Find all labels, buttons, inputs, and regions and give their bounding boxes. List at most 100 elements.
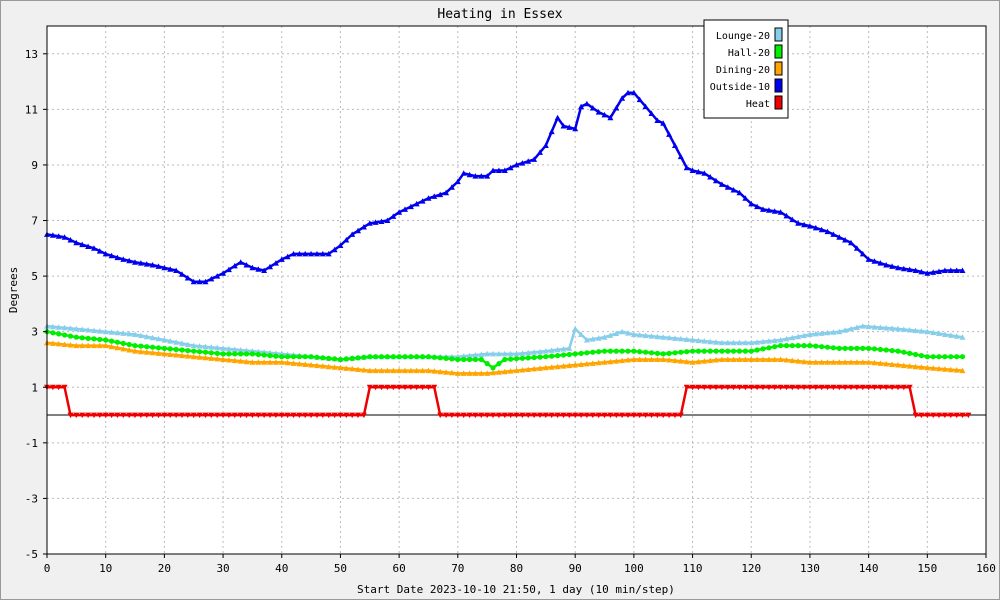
data-point bbox=[806, 359, 813, 365]
data-point bbox=[690, 348, 696, 354]
data-point bbox=[648, 333, 655, 339]
data-point bbox=[777, 337, 784, 343]
data-point bbox=[566, 362, 573, 369]
data-point bbox=[713, 357, 719, 363]
data-point bbox=[695, 337, 702, 344]
data-point bbox=[161, 337, 168, 343]
data-point bbox=[772, 344, 778, 350]
data-point bbox=[513, 412, 520, 419]
data-point bbox=[924, 328, 931, 335]
data-point bbox=[583, 337, 590, 343]
data-point bbox=[355, 366, 361, 372]
data-point bbox=[883, 262, 890, 268]
data-point bbox=[719, 348, 725, 354]
data-point bbox=[361, 354, 367, 360]
data-point bbox=[425, 367, 432, 374]
data-point bbox=[630, 412, 637, 419]
data-point bbox=[396, 384, 403, 391]
data-point bbox=[261, 412, 268, 419]
data-point bbox=[947, 332, 954, 338]
data-point bbox=[818, 226, 825, 233]
grid-lines bbox=[47, 26, 986, 555]
data-point bbox=[883, 360, 890, 367]
data-point bbox=[848, 325, 854, 332]
data-point bbox=[220, 345, 227, 351]
data-point bbox=[202, 354, 209, 361]
data-point bbox=[460, 370, 467, 376]
data-point bbox=[619, 412, 626, 419]
data-point bbox=[366, 367, 373, 374]
data-point bbox=[718, 356, 725, 362]
data-point bbox=[666, 131, 673, 137]
data-point bbox=[407, 384, 414, 391]
data-point bbox=[643, 349, 649, 355]
data-point bbox=[179, 347, 185, 353]
data-point bbox=[202, 343, 209, 350]
data-point bbox=[742, 384, 749, 391]
data-point bbox=[742, 339, 749, 346]
data-point bbox=[196, 354, 203, 360]
data-point bbox=[495, 369, 502, 375]
data-point bbox=[895, 264, 901, 271]
data-point bbox=[854, 345, 860, 351]
data-point bbox=[243, 412, 250, 419]
data-point bbox=[677, 153, 684, 160]
data-point bbox=[62, 332, 68, 338]
data-point bbox=[754, 356, 761, 362]
data-point bbox=[853, 384, 860, 391]
data-point bbox=[871, 384, 878, 391]
legend-label: Dining-20 bbox=[716, 65, 770, 76]
data-point bbox=[906, 363, 913, 369]
data-point bbox=[566, 345, 573, 351]
data-point bbox=[724, 356, 731, 362]
data-point bbox=[625, 89, 631, 96]
data-point bbox=[959, 412, 966, 419]
data-point bbox=[79, 241, 86, 248]
data-point bbox=[507, 412, 514, 419]
data-point bbox=[137, 412, 144, 419]
data-point bbox=[660, 412, 667, 419]
data-point bbox=[184, 275, 191, 281]
data-point bbox=[314, 412, 320, 419]
data-point bbox=[237, 358, 244, 364]
data-point bbox=[155, 412, 162, 419]
data-point bbox=[161, 345, 167, 351]
data-point bbox=[308, 362, 315, 368]
data-point bbox=[537, 354, 543, 360]
x-tick-label: 110 bbox=[683, 562, 703, 575]
data-point bbox=[613, 358, 620, 364]
data-point bbox=[507, 368, 514, 374]
data-point bbox=[771, 384, 778, 391]
data-point bbox=[284, 253, 291, 260]
data-point bbox=[947, 267, 954, 273]
data-point bbox=[677, 358, 684, 364]
data-point bbox=[296, 412, 303, 419]
data-point bbox=[161, 264, 168, 271]
data-point bbox=[155, 345, 162, 351]
data-point bbox=[220, 356, 227, 362]
data-point bbox=[760, 346, 766, 352]
data-point bbox=[724, 184, 731, 190]
data-point bbox=[595, 109, 602, 115]
data-point bbox=[208, 275, 215, 282]
data-point bbox=[455, 356, 461, 363]
x-tick-label: 0 bbox=[44, 562, 51, 575]
data-point bbox=[167, 346, 173, 352]
data-point bbox=[783, 335, 790, 342]
data-point bbox=[912, 412, 919, 419]
data-point bbox=[190, 278, 197, 285]
data-point bbox=[871, 346, 878, 352]
data-point bbox=[448, 369, 455, 376]
data-point bbox=[625, 348, 631, 354]
data-point bbox=[607, 348, 614, 354]
data-point bbox=[543, 354, 549, 360]
data-point bbox=[583, 360, 590, 367]
data-point bbox=[226, 351, 232, 357]
data-point bbox=[742, 356, 749, 362]
data-point bbox=[314, 362, 320, 369]
data-point bbox=[249, 412, 256, 419]
data-point bbox=[208, 344, 215, 350]
data-point bbox=[748, 200, 755, 207]
data-point bbox=[549, 353, 555, 359]
data-point bbox=[390, 213, 397, 219]
